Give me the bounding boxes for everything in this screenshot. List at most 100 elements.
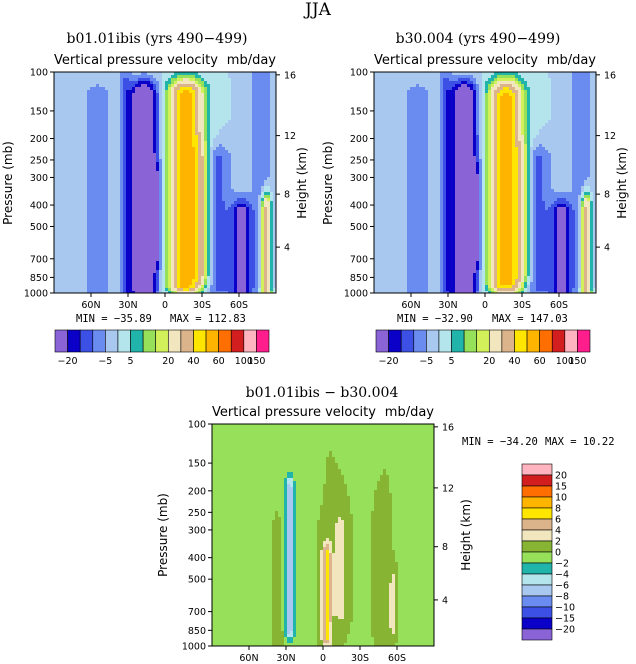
contour-cell bbox=[183, 231, 187, 235]
contour-cell bbox=[195, 141, 199, 145]
contour-cell bbox=[138, 93, 142, 97]
contour-cell bbox=[87, 192, 91, 196]
contour-cell bbox=[63, 228, 67, 232]
contour-cell bbox=[99, 198, 103, 202]
contour-cell bbox=[129, 255, 133, 259]
contour-cell bbox=[60, 225, 64, 229]
contour-cell bbox=[255, 75, 259, 79]
contour-cell bbox=[222, 261, 226, 265]
contour-cell bbox=[144, 153, 148, 157]
contour-cell bbox=[111, 201, 115, 205]
contour-cell bbox=[174, 108, 178, 112]
contour-cell bbox=[102, 192, 106, 196]
contour-cell bbox=[57, 123, 61, 127]
contour-cell bbox=[123, 252, 127, 256]
contour-cell bbox=[114, 162, 118, 166]
contour-cell bbox=[120, 180, 124, 184]
contour-cell bbox=[54, 264, 58, 268]
contour-cell bbox=[102, 165, 106, 169]
contour-cell bbox=[102, 168, 106, 172]
contour-cell bbox=[72, 180, 76, 184]
contour-cell bbox=[210, 99, 214, 103]
contour-cell bbox=[270, 234, 274, 238]
contour-cell bbox=[258, 123, 262, 127]
contour-cell bbox=[93, 102, 97, 106]
contour-cell bbox=[84, 261, 88, 265]
contour-cell bbox=[195, 240, 199, 244]
contour-cell bbox=[174, 267, 178, 271]
contour-cell bbox=[192, 255, 196, 259]
contour-cell bbox=[219, 129, 223, 133]
contour-cell bbox=[156, 171, 160, 175]
contour-cell bbox=[201, 267, 205, 271]
contour-cell bbox=[168, 117, 172, 121]
contour-cell bbox=[255, 240, 259, 244]
contour-cell bbox=[81, 126, 85, 130]
contour-cell bbox=[114, 231, 118, 235]
contour-cell bbox=[267, 195, 271, 199]
contour-cell bbox=[60, 114, 64, 118]
contour-cell bbox=[174, 93, 178, 97]
contour-cell bbox=[129, 138, 133, 142]
contour-cell bbox=[258, 165, 262, 169]
contour-cell bbox=[183, 252, 187, 256]
contour-cell bbox=[90, 87, 94, 91]
contour-cell bbox=[63, 270, 67, 274]
contour-cell bbox=[189, 210, 193, 214]
contour-cell bbox=[117, 207, 121, 211]
contour-cell bbox=[66, 159, 70, 163]
contour-cell bbox=[69, 129, 73, 133]
contour-cell bbox=[207, 228, 211, 232]
contour-cell bbox=[183, 249, 187, 253]
contour-cell bbox=[81, 198, 85, 202]
contour-cell bbox=[255, 96, 259, 100]
contour-cell bbox=[72, 132, 76, 136]
contour-cell bbox=[171, 252, 175, 256]
contour-cell bbox=[105, 111, 109, 115]
contour-cell bbox=[135, 174, 139, 178]
contour-cell bbox=[129, 153, 133, 157]
contour-cell bbox=[192, 87, 196, 91]
contour-cell bbox=[228, 189, 232, 193]
contour-cell bbox=[96, 180, 100, 184]
contour-cell bbox=[99, 267, 103, 271]
contour-cell bbox=[132, 189, 136, 193]
contour-cell bbox=[249, 222, 253, 226]
contour-cell bbox=[135, 126, 139, 130]
contour-cell bbox=[108, 99, 112, 103]
contour-cell bbox=[111, 243, 115, 247]
contour-cell bbox=[180, 264, 184, 268]
contour-cell bbox=[195, 87, 199, 91]
contour-cell bbox=[225, 168, 229, 172]
contour-cell bbox=[72, 231, 76, 235]
contour-cell bbox=[204, 159, 208, 163]
contour-cell bbox=[135, 159, 139, 163]
contour-cell bbox=[207, 96, 211, 100]
contour-cell bbox=[117, 153, 121, 157]
contour-cell bbox=[234, 129, 238, 133]
contour-cell bbox=[123, 177, 127, 181]
contour-cell bbox=[237, 177, 241, 181]
contour-cell bbox=[219, 84, 223, 88]
contour-cell bbox=[252, 219, 256, 223]
contour-cell bbox=[207, 195, 211, 199]
contour-cell bbox=[90, 138, 94, 142]
contour-cell bbox=[87, 174, 91, 178]
contour-cell bbox=[273, 102, 277, 106]
contour-cell bbox=[99, 78, 103, 82]
contour-cell bbox=[90, 210, 94, 214]
contour-cell bbox=[213, 225, 217, 229]
contour-cell bbox=[159, 84, 163, 88]
contour-cell bbox=[270, 240, 274, 244]
contour-cell bbox=[183, 207, 187, 211]
contour-cell bbox=[162, 237, 166, 241]
contour-cell bbox=[54, 159, 58, 163]
contour-cell bbox=[267, 102, 271, 106]
contour-cell bbox=[240, 267, 244, 271]
contour-cell bbox=[177, 174, 181, 178]
contour-cell bbox=[216, 177, 220, 181]
contour-cell bbox=[252, 225, 256, 229]
contour-cell bbox=[171, 132, 175, 136]
contour-cell bbox=[189, 219, 193, 223]
contour-cell bbox=[216, 246, 220, 250]
